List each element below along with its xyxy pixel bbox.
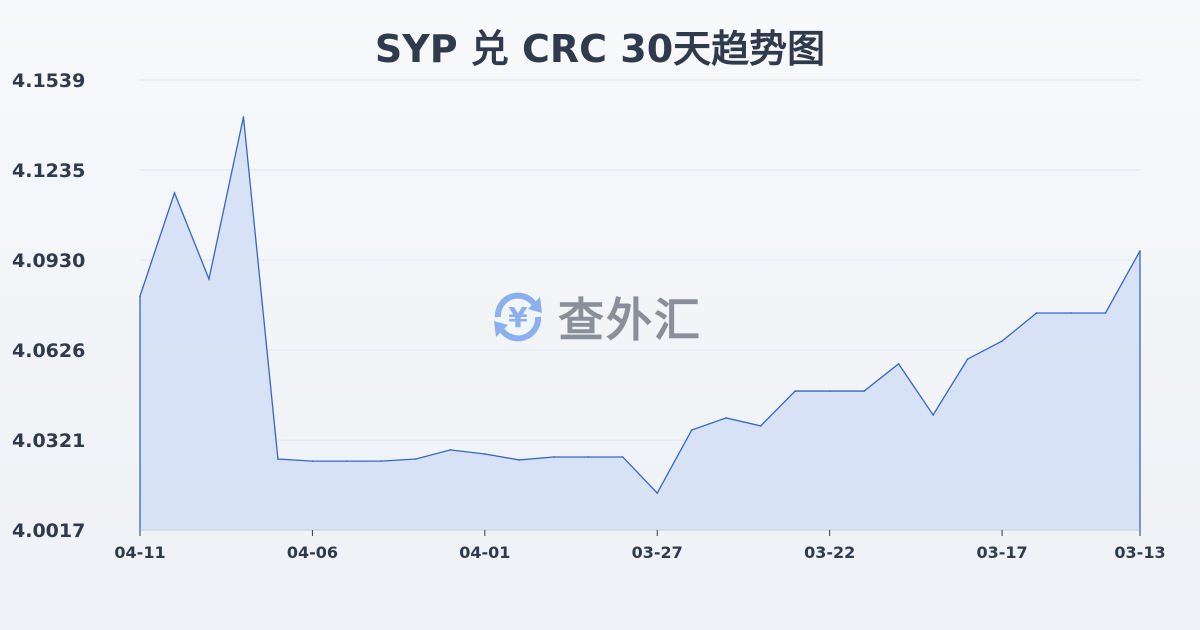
data-point [208, 278, 210, 280]
data-point [139, 295, 141, 297]
data-point [1001, 340, 1003, 342]
x-tick-label: 03-17 [976, 543, 1027, 562]
x-tick-label: 03-22 [804, 543, 855, 562]
data-point [346, 460, 348, 462]
data-point [484, 453, 486, 455]
data-point [1104, 312, 1107, 314]
y-tick-label: 4.0017 [12, 520, 85, 542]
x-tick-label: 04-11 [114, 543, 165, 562]
data-point [828, 390, 831, 392]
data-point [552, 456, 555, 458]
data-point [794, 390, 796, 392]
chart-title: SYP 兑 CRC 30天趋势图 [374, 27, 826, 71]
data-point [1035, 312, 1038, 314]
x-tick-label: 03-27 [632, 543, 683, 562]
svg-text:¥: ¥ [508, 301, 528, 334]
data-point [1070, 312, 1072, 314]
data-point [449, 449, 452, 451]
data-point [966, 358, 969, 360]
data-point [311, 460, 314, 462]
x-tick-label: 03-13 [1114, 543, 1165, 562]
x-tick-label: 04-01 [459, 543, 510, 562]
y-tick-label: 4.0930 [12, 250, 85, 272]
data-point [380, 460, 383, 462]
data-point [277, 458, 279, 460]
data-point [587, 456, 590, 458]
x-tick-label: 04-06 [287, 543, 338, 562]
y-tick-label: 4.1235 [12, 160, 85, 182]
data-point [518, 459, 521, 461]
yen-exchange-icon: ¥ [494, 292, 542, 342]
y-tick-label: 4.0321 [12, 430, 85, 452]
watermark-text: 查外汇 [558, 293, 702, 347]
series-line [139, 116, 1141, 495]
y-tick-label: 4.1539 [12, 70, 85, 92]
watermark: ¥ 查外汇 [488, 284, 702, 350]
data-point [690, 429, 693, 431]
data-point [897, 363, 900, 365]
data-point [621, 456, 624, 458]
y-tick-label: 4.0626 [12, 340, 85, 362]
area-fill [140, 116, 1140, 530]
data-point [863, 390, 865, 392]
data-point [242, 116, 245, 118]
data-point [759, 425, 762, 427]
data-point [656, 492, 659, 494]
data-point [173, 192, 176, 194]
data-point [932, 414, 934, 416]
data-point [725, 417, 728, 419]
data-point [1139, 250, 1141, 252]
data-point [415, 458, 417, 460]
